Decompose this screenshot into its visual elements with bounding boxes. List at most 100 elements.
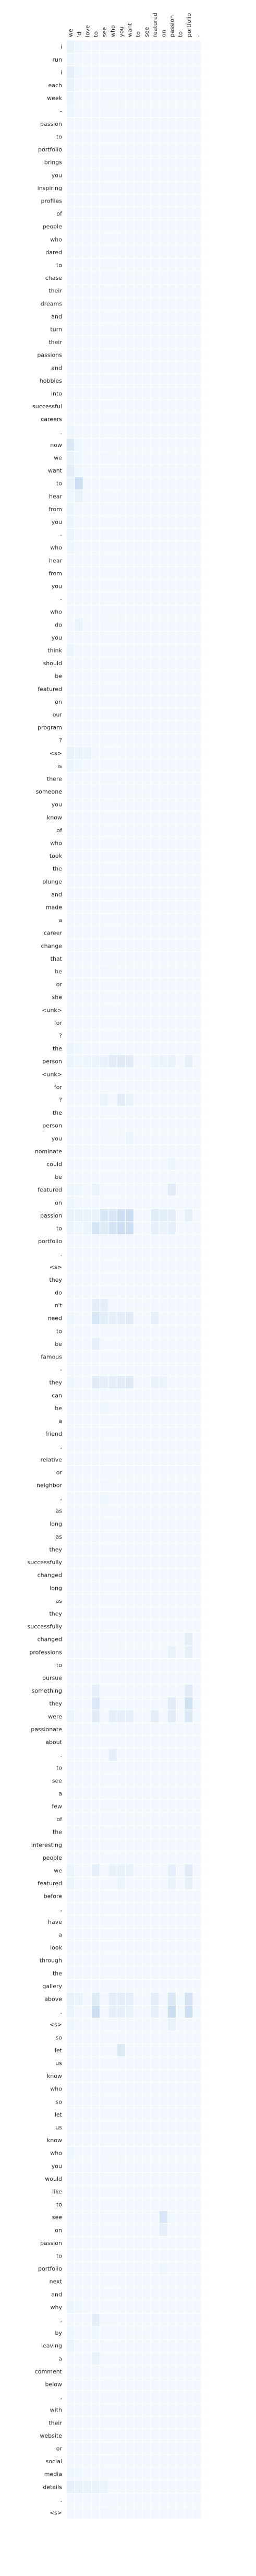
heatmap-cell — [108, 695, 117, 708]
heatmap-cell — [176, 1838, 185, 1852]
heatmap-cell — [133, 553, 143, 568]
heatmap-cell — [66, 1337, 75, 1351]
x-tick-label: to — [177, 31, 184, 37]
heatmap-cell — [91, 720, 101, 734]
heatmap-cell — [192, 283, 202, 298]
heatmap-cell — [192, 618, 202, 632]
heatmap-cell — [159, 1003, 168, 1017]
heatmap-cell — [184, 2172, 193, 2185]
heatmap-cell — [100, 489, 109, 503]
heatmap-cell — [116, 836, 126, 850]
heatmap-cell — [176, 1992, 185, 2006]
heatmap-cell — [133, 566, 143, 580]
heatmap-cell — [142, 412, 151, 426]
heatmap-cell — [66, 1709, 75, 1723]
heatmap-cell — [184, 1760, 193, 1775]
heatmap-cell — [159, 1298, 168, 1312]
heatmap-cell — [167, 1209, 177, 1222]
heatmap-cell — [142, 2082, 151, 2096]
heatmap-cell — [100, 65, 109, 79]
heatmap-cell — [91, 566, 101, 580]
heatmap-cell — [66, 181, 75, 195]
heatmap-cell — [176, 785, 185, 798]
heatmap-cell — [176, 1157, 185, 1171]
heatmap-cell — [192, 669, 202, 683]
heatmap-cell — [167, 1080, 177, 1094]
heatmap-cell — [159, 2095, 168, 2109]
heatmap-cell — [74, 451, 83, 465]
heatmap-cell — [159, 2082, 168, 2096]
heatmap-cell — [184, 1787, 193, 1800]
heatmap-cell — [192, 2454, 202, 2468]
heatmap-cell — [91, 797, 101, 811]
heatmap-cell — [142, 1196, 151, 1210]
heatmap-cell — [74, 990, 83, 1004]
heatmap-cell — [159, 2313, 168, 2327]
heatmap-cell — [159, 2146, 168, 2160]
heatmap-cell — [100, 2159, 109, 2173]
heatmap-cell — [91, 2313, 101, 2327]
heatmap-cell — [133, 2454, 143, 2468]
heatmap-cell — [66, 1812, 75, 1826]
heatmap-cell — [176, 1696, 185, 1710]
heatmap-cell — [66, 2416, 75, 2430]
y-tick-label: to — [56, 1328, 62, 1334]
heatmap-cell — [159, 1838, 168, 1852]
y-tick-label: or — [56, 981, 63, 988]
heatmap-cell — [150, 1042, 160, 1055]
heatmap-cell — [133, 1696, 143, 1710]
heatmap-cell — [192, 1658, 202, 1672]
heatmap-cell — [192, 2480, 202, 2494]
heatmap-cell — [125, 2197, 135, 2211]
heatmap-cell — [125, 2326, 135, 2339]
y-tick-label: made — [46, 904, 62, 911]
heatmap-cell — [142, 1722, 151, 1736]
heatmap-cell — [74, 669, 83, 683]
heatmap-cell — [74, 2133, 83, 2147]
heatmap-cell — [184, 2506, 193, 2520]
heatmap-cell — [74, 2108, 83, 2121]
heatmap-cell — [82, 1581, 92, 1595]
heatmap-cell — [150, 2338, 160, 2353]
y-tick-label: the — [53, 1109, 62, 1116]
heatmap-cell — [125, 1671, 135, 1685]
heatmap-cell — [159, 1722, 168, 1736]
heatmap-cell — [125, 335, 135, 349]
heatmap-cell — [100, 2030, 109, 2045]
heatmap-cell — [150, 605, 160, 619]
heatmap-cell — [108, 2262, 117, 2275]
heatmap-cell — [125, 1311, 135, 1325]
heatmap-cell — [66, 1311, 75, 1325]
heatmap-cell — [91, 181, 101, 195]
heatmap-cell — [100, 939, 109, 953]
heatmap-cell — [184, 1414, 193, 1428]
heatmap-cell — [74, 2146, 83, 2160]
heatmap-cell — [150, 2467, 160, 2481]
heatmap-cell — [100, 1080, 109, 1094]
heatmap-cell — [74, 168, 83, 182]
heatmap-cell — [142, 1915, 151, 1929]
heatmap-cell — [184, 1273, 193, 1286]
heatmap-cell — [167, 361, 177, 375]
heatmap-cell — [192, 335, 202, 349]
heatmap-cell — [133, 540, 143, 554]
heatmap-cell — [142, 1799, 151, 1813]
heatmap-cell — [91, 2429, 101, 2442]
heatmap-cell — [167, 1530, 177, 1543]
heatmap-cell — [82, 2493, 92, 2507]
heatmap-cell — [74, 464, 83, 477]
heatmap-cell — [159, 1568, 168, 1582]
heatmap-cell — [108, 2313, 117, 2327]
heatmap-cell — [142, 2506, 151, 2520]
heatmap-cell — [108, 592, 117, 606]
heatmap-cell — [176, 271, 185, 285]
y-tick-label: or — [56, 1469, 63, 1476]
heatmap-cell — [167, 1427, 177, 1440]
heatmap-cell — [116, 1452, 126, 1467]
heatmap-cell — [116, 1838, 126, 1852]
heatmap-cell — [192, 2403, 202, 2417]
heatmap-cell — [133, 1812, 143, 1826]
heatmap-cell — [142, 1273, 151, 1286]
heatmap-cell — [167, 1157, 177, 1171]
heatmap-cell — [133, 849, 143, 862]
